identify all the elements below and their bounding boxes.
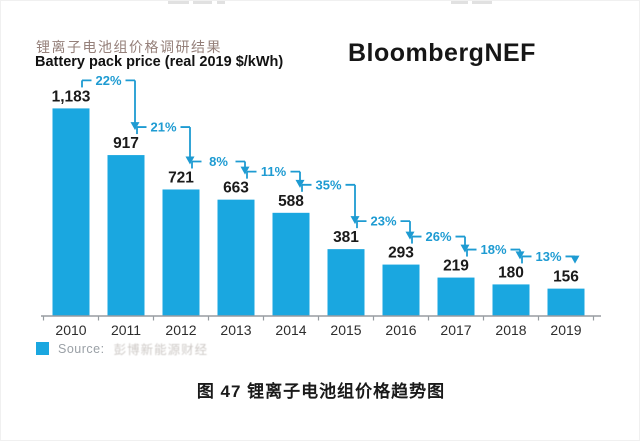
pct-arrowhead bbox=[515, 251, 525, 260]
bar-2019 bbox=[547, 288, 585, 316]
cropped-text-fragment bbox=[193, 1, 212, 4]
bar-2017 bbox=[437, 277, 475, 316]
bar-2010 bbox=[52, 108, 90, 317]
year-label: 2018 bbox=[495, 322, 526, 338]
year-label: 2019 bbox=[550, 322, 581, 338]
year-label: 2014 bbox=[275, 322, 306, 338]
pct-label-bg bbox=[91, 73, 126, 88]
bar-value-label: 1,183 bbox=[52, 88, 91, 105]
bar-value-label: 663 bbox=[223, 180, 249, 197]
pct-change-label: 11% bbox=[261, 164, 287, 179]
pct-arrowhead bbox=[240, 166, 250, 175]
source-label: Source: bbox=[58, 341, 105, 356]
year-label: 2015 bbox=[330, 322, 361, 338]
year-label: 2012 bbox=[165, 322, 196, 338]
year-label: 2016 bbox=[385, 322, 416, 338]
pct-arrowhead bbox=[570, 255, 580, 264]
pct-arrowhead bbox=[350, 216, 360, 225]
pct-label-bg bbox=[201, 154, 236, 169]
bar-2014 bbox=[272, 212, 310, 316]
pct-label-bg bbox=[366, 214, 401, 229]
pct-change-label: 35% bbox=[315, 177, 341, 192]
cropped-text-fragment bbox=[217, 1, 225, 4]
bar-value-label: 156 bbox=[553, 269, 579, 286]
cropped-text-fragment bbox=[168, 1, 189, 4]
bar-2018 bbox=[492, 284, 530, 316]
bar-value-label: 721 bbox=[168, 169, 194, 186]
pct-arrowhead bbox=[130, 122, 140, 131]
pct-label-bg bbox=[256, 164, 291, 179]
bar-value-label: 917 bbox=[113, 135, 139, 152]
bar-value-label: 381 bbox=[333, 229, 359, 246]
cropped-text-fragment bbox=[451, 1, 468, 4]
pct-arrowhead bbox=[295, 179, 305, 188]
pct-change-label: 8% bbox=[209, 154, 228, 169]
pct-change-label: 23% bbox=[370, 214, 396, 229]
pct-label-bg bbox=[311, 177, 346, 192]
bar-value-label: 219 bbox=[443, 258, 469, 275]
pct-arrowhead bbox=[405, 231, 415, 240]
pct-arrowhead bbox=[460, 244, 470, 253]
pct-label-bg bbox=[421, 229, 456, 244]
bloombergnef-logo: BloombergNEF bbox=[348, 39, 536, 67]
pct-label-bg bbox=[146, 120, 181, 135]
pct-arrowhead bbox=[185, 156, 195, 165]
year-label: 2017 bbox=[440, 322, 471, 338]
pct-label-bg bbox=[476, 242, 511, 257]
pct-label-bg bbox=[531, 249, 566, 264]
year-label: 2013 bbox=[220, 322, 251, 338]
source-text: 彭博新能源财经 bbox=[113, 343, 209, 357]
bar-2012 bbox=[162, 189, 200, 316]
pct-change-label: 22% bbox=[95, 73, 121, 88]
pct-change-label: 13% bbox=[535, 249, 561, 264]
bar-chart: 1,183 917 721 663 588 381 293 219 180 156 22% 21% 8%… bbox=[41, 73, 601, 338]
source-row: Source: 彭博新能源财经 bbox=[36, 339, 208, 358]
year-label: 2010 bbox=[55, 322, 86, 338]
bar-2016 bbox=[382, 264, 420, 316]
pct-change-label: 18% bbox=[480, 242, 506, 257]
cropped-text-fragment bbox=[472, 1, 492, 4]
legend-swatch bbox=[36, 342, 49, 355]
bar-value-label: 293 bbox=[388, 245, 414, 262]
bar-value-label: 588 bbox=[278, 193, 304, 210]
bar-2013 bbox=[217, 199, 255, 316]
figure-caption: 图 47 锂离子电池组价格趋势图 bbox=[196, 382, 446, 401]
bar-value-label: 180 bbox=[498, 264, 524, 281]
chart-title-chinese: 锂离子电池组价格调研结果 bbox=[36, 39, 222, 55]
pct-change-label: 26% bbox=[425, 229, 451, 244]
pct-change-label: 21% bbox=[150, 120, 176, 135]
year-label: 2011 bbox=[111, 322, 141, 338]
chart-title-english: Battery pack price (real 2019 $/kWh) bbox=[35, 54, 284, 70]
bar-2011 bbox=[107, 155, 145, 316]
bar-2015 bbox=[327, 249, 365, 316]
